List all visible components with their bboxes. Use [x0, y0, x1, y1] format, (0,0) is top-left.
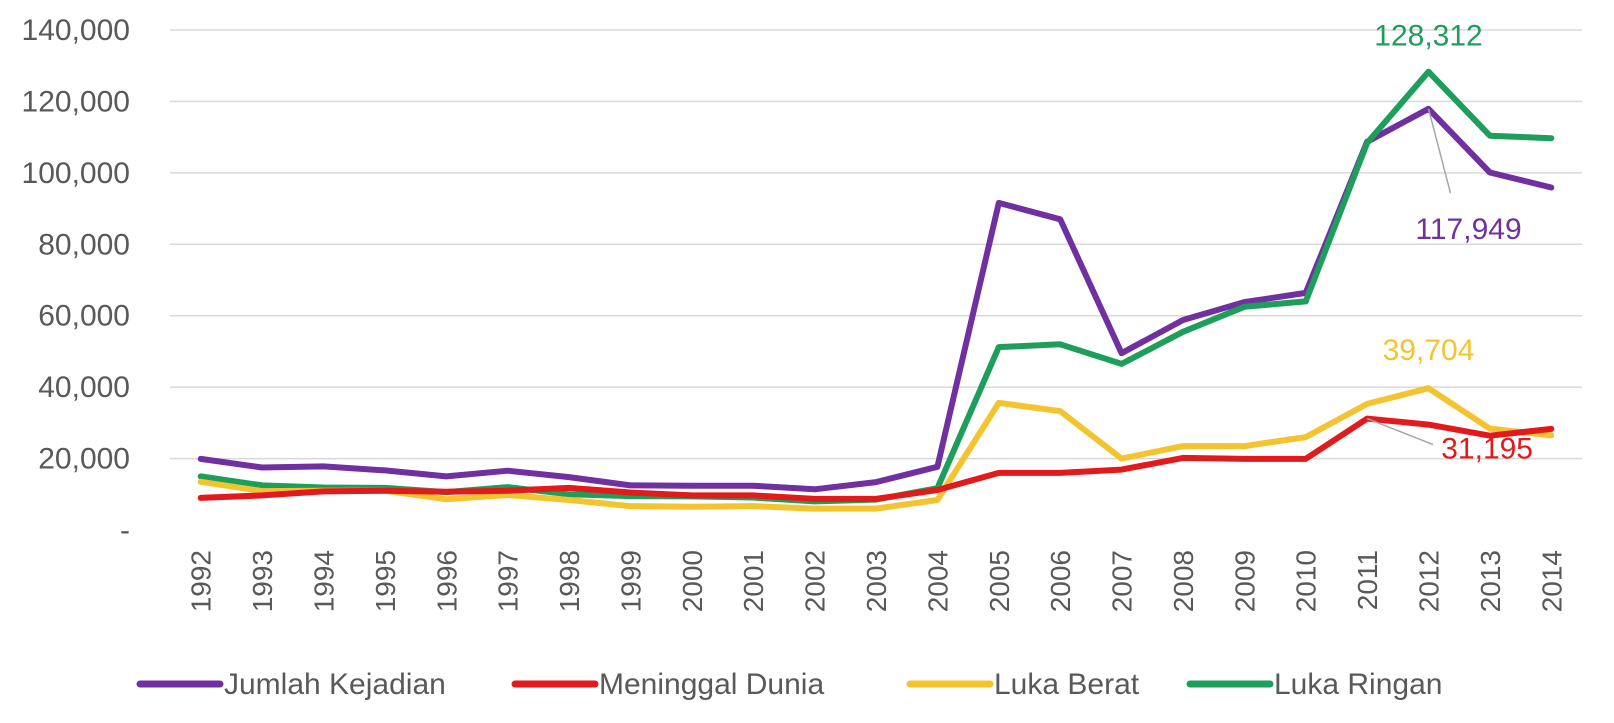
- x-tick-label: 2001: [738, 550, 769, 612]
- x-tick-label: 2002: [800, 550, 831, 612]
- gridlines: [170, 29, 1582, 460]
- x-tick-label: 2011: [1352, 550, 1383, 610]
- y-tick-label: 80,000: [38, 228, 130, 261]
- x-tick-label: 1999: [615, 550, 646, 612]
- x-tick-label: 2003: [861, 550, 892, 612]
- x-tick-label: 1992: [186, 550, 217, 612]
- x-tick-label: 2004: [922, 550, 953, 612]
- legend-label: Luka Berat: [994, 668, 1140, 701]
- data-label: 31,195: [1441, 433, 1533, 466]
- x-tick-label: 1996: [431, 550, 462, 612]
- x-tick-label: 2000: [677, 550, 708, 612]
- annotations: 128,312 117,949 39,704 31,195: [1366, 20, 1533, 466]
- series-line-luka-berat: [197, 385, 1555, 512]
- x-tick-label: 2014: [1536, 550, 1567, 612]
- legend-label: Luka Ringan: [1274, 668, 1442, 701]
- x-tick-label: 2009: [1229, 550, 1260, 612]
- x-axis: 1992 1993 1994 1995 1996 1997 1998 1999 2000 2001…: [186, 550, 1568, 612]
- x-tick-label: 2012: [1414, 550, 1445, 612]
- x-tick-label: 2010: [1291, 550, 1322, 612]
- y-tick-label: 100,000: [22, 157, 130, 190]
- data-label: 117,949: [1415, 213, 1521, 246]
- annotation-leader-line: [1366, 417, 1434, 446]
- x-tick-label: 2008: [1168, 550, 1199, 612]
- legend-label: Meninggal Dunia: [599, 668, 824, 701]
- data-label: 39,704: [1383, 334, 1475, 367]
- series-line-meninggal-dunia: [197, 415, 1555, 502]
- x-tick-label: 1994: [308, 550, 339, 612]
- y-tick-label: 120,000: [22, 85, 130, 118]
- x-tick-label: 2006: [1045, 550, 1076, 612]
- y-tick-label: 60,000: [38, 300, 130, 333]
- x-tick-label: 1998: [554, 550, 585, 612]
- legend-label: Jumlah Kejadian: [224, 668, 446, 701]
- x-tick-label: 1995: [370, 550, 401, 612]
- x-tick-label: 2007: [1107, 550, 1138, 612]
- y-tick-label: -: [120, 514, 130, 547]
- series-line-luka-ringan: [197, 68, 1555, 505]
- x-tick-label: 2005: [984, 550, 1015, 612]
- y-tick-label: 20,000: [38, 443, 130, 476]
- x-tick-label: 2013: [1475, 550, 1506, 612]
- y-axis: - 20,000 40,000 60,000 80,000 100,000 120,000 1…: [22, 14, 130, 547]
- x-tick-label: 1993: [247, 550, 278, 612]
- annotation-leader-line: [1427, 108, 1452, 194]
- legend: Jumlah Kejadian Meninggal Dunia Luka Berat…: [136, 668, 1442, 701]
- data-label: 128,312: [1374, 20, 1482, 53]
- y-tick-label: 140,000: [22, 14, 130, 47]
- x-tick-label: 1997: [493, 550, 524, 612]
- series-lines: [197, 68, 1555, 512]
- y-tick-label: 40,000: [38, 371, 130, 404]
